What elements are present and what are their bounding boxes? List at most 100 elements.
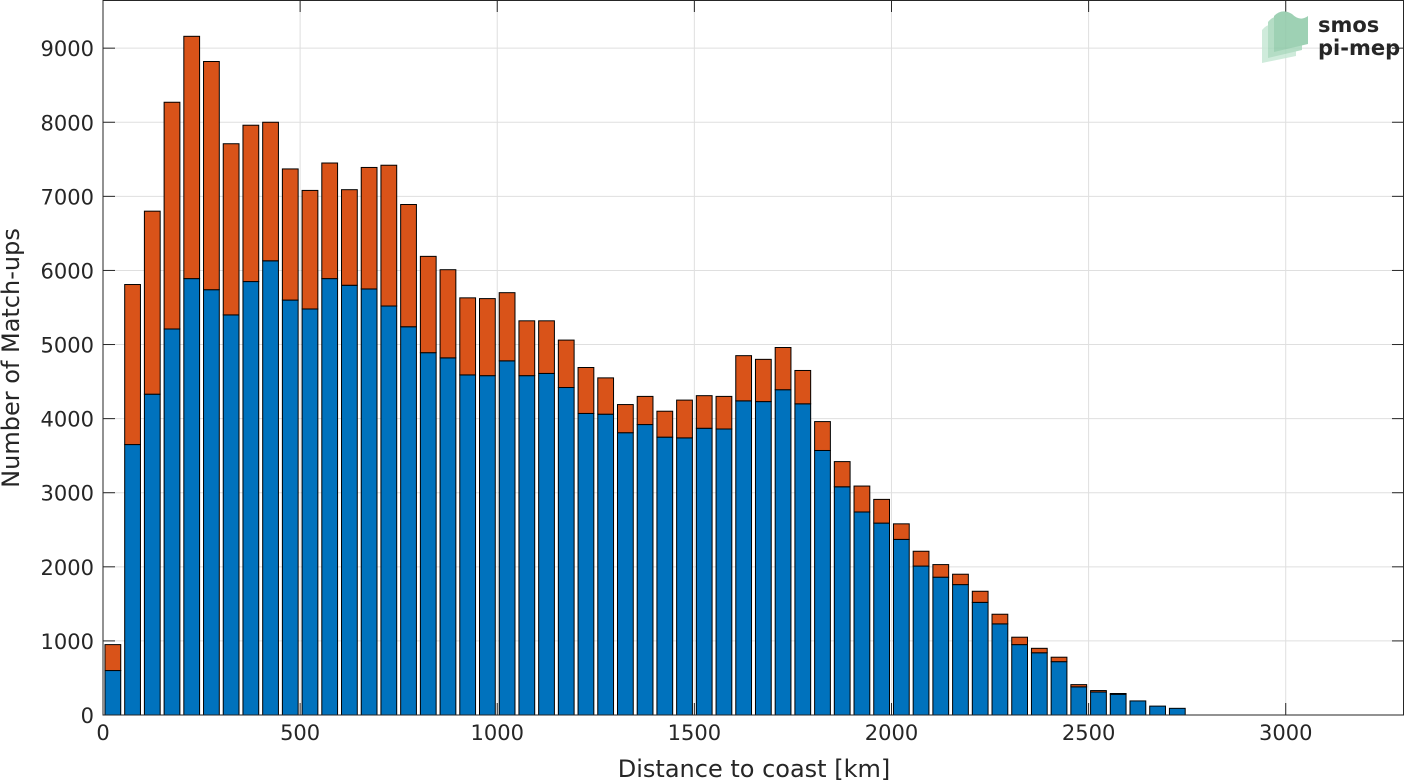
bar-segment-lower: [341, 284, 358, 716]
bar-segment-upper: [833, 461, 851, 488]
bar-segment-upper: [518, 320, 536, 377]
bar-segment-upper: [892, 523, 910, 540]
y-tick-label: 7000: [41, 185, 94, 209]
bar-segment-upper: [183, 35, 201, 280]
bar-segment-upper: [1109, 693, 1127, 695]
bar-segment-lower: [932, 576, 950, 716]
bar-segment-upper: [321, 162, 339, 280]
bar-segment-lower: [597, 413, 615, 716]
y-tick-label: 4000: [41, 408, 94, 432]
logo-line1: smos: [1318, 13, 1379, 37]
bar-segment-upper: [380, 164, 398, 307]
bar-segment-lower: [912, 565, 930, 716]
bar-segment-upper: [163, 101, 181, 330]
bar-segment-lower: [695, 427, 713, 716]
bar-segment-upper: [853, 485, 871, 513]
bar-segment-upper: [479, 298, 496, 377]
bar-segment-lower: [577, 412, 595, 716]
bar-segment-upper: [439, 269, 457, 359]
y-axis-label: Number of Match-ups: [0, 228, 25, 488]
bar-segment-lower: [873, 522, 891, 716]
bar-segment-lower: [360, 288, 378, 716]
bar-segment-lower: [833, 486, 851, 716]
bar-segment-upper: [222, 143, 240, 316]
bar-segment-upper: [932, 564, 950, 578]
bar-segment-upper: [104, 644, 122, 672]
bar-segment-lower: [1090, 691, 1107, 716]
bar-segment-lower: [1050, 661, 1068, 716]
y-tick-labels: 0 1000 2000 3000 4000 5000 6000 7000 8000 9000: [41, 37, 94, 728]
bar-segment-lower: [400, 326, 417, 716]
bar-segment-lower: [1168, 707, 1186, 716]
bar-segment-lower: [794, 403, 812, 716]
x-tick-label: 500: [280, 721, 320, 745]
bar-segment-lower: [715, 428, 733, 716]
bar-segment-lower: [104, 670, 122, 716]
plot-frame: [102, 0, 1404, 716]
bar-segment-lower: [616, 432, 634, 716]
bar-segment-upper: [912, 550, 930, 567]
bar-segment-upper: [1070, 684, 1088, 688]
bar-segment-lower: [183, 278, 201, 716]
bar-segment-lower: [321, 278, 339, 716]
bar-segment-lower: [1070, 686, 1088, 716]
x-tick-label: 0: [96, 721, 109, 745]
bar-segment-upper: [124, 284, 141, 446]
bar-segment-upper: [341, 189, 358, 286]
bar-segment-upper: [676, 399, 693, 439]
y-tick-label: 9000: [41, 37, 94, 61]
bar-segment-lower: [676, 437, 693, 716]
bar-segment-upper: [400, 204, 417, 328]
bar-segment-lower: [479, 375, 496, 716]
bar-segment-upper: [814, 421, 831, 451]
y-tick-label: 0: [81, 704, 94, 728]
bar-segment-lower: [636, 424, 654, 716]
logo-mark-icon: [1262, 11, 1308, 64]
bar-segment-upper: [754, 358, 772, 403]
bar-segment-upper: [242, 124, 260, 283]
bar-segment-lower: [735, 400, 753, 716]
x-tick-label: 3000: [1259, 721, 1312, 745]
y-tick-label: 3000: [41, 482, 94, 506]
y-tick-label: 6000: [41, 259, 94, 283]
bar-segment-lower: [498, 360, 516, 716]
x-tick-label: 2500: [1062, 721, 1115, 745]
bar-segment-lower: [971, 601, 989, 716]
bar-segment-lower: [774, 389, 792, 716]
bar-segment-upper: [1050, 656, 1068, 663]
logo-line2: pi-mep: [1318, 36, 1400, 60]
bar-segment-lower: [538, 372, 555, 716]
bar-segment-lower: [1109, 693, 1127, 716]
bar-segment-upper: [656, 410, 674, 438]
bar-segment-lower: [439, 357, 457, 716]
logo: smos pi-mep: [1262, 11, 1400, 64]
bar-segment-lower: [892, 538, 910, 716]
bar-segment-upper: [774, 347, 792, 391]
x-tick-label: 1500: [668, 721, 721, 745]
bar-segment-lower: [814, 449, 831, 716]
bar-segment-lower: [124, 444, 141, 716]
plot-area: [103, 0, 1404, 715]
bar-segment-upper: [203, 61, 220, 291]
bar-segment-upper: [1090, 690, 1107, 693]
bar-segment-lower: [143, 393, 161, 716]
bar-segment-upper: [262, 121, 279, 262]
bar-segment-lower: [1129, 700, 1147, 716]
bar-segment-lower: [991, 623, 1009, 716]
bar-segment-upper: [498, 292, 516, 362]
bar-segment-upper: [1030, 647, 1048, 654]
bar-segment-upper: [577, 367, 595, 414]
bar-segment-lower: [281, 299, 299, 716]
x-axis-label: Distance to coast [km]: [618, 755, 890, 783]
y-tick-label: 2000: [41, 556, 94, 580]
bar-segment-upper: [597, 377, 615, 415]
bar-segment-lower: [203, 289, 220, 716]
bar-segment-lower: [301, 308, 319, 716]
bars: [104, 35, 1186, 716]
bar-segment-upper: [616, 404, 634, 434]
bar-segment-lower: [1030, 652, 1048, 716]
bar-segment-lower: [557, 387, 575, 716]
bar-segment-lower: [754, 401, 772, 716]
bar-segment-upper: [873, 498, 891, 524]
